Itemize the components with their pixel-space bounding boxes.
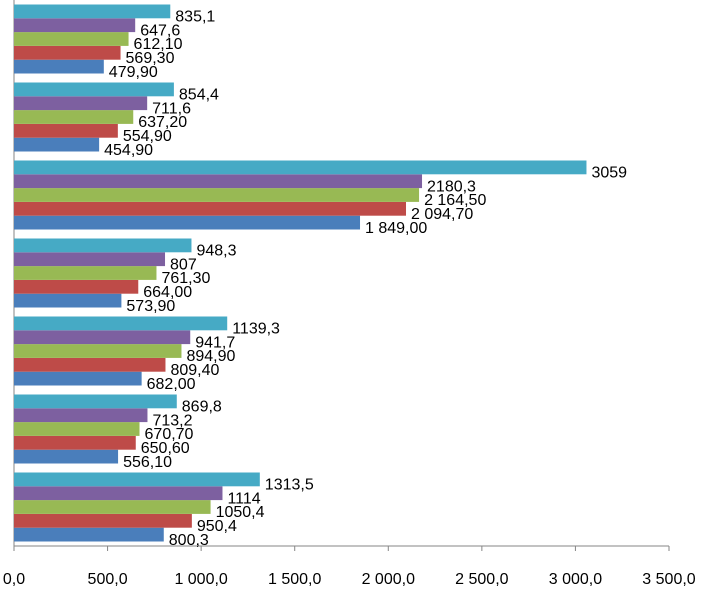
x-tick-label: 3 500,0 <box>642 571 695 588</box>
data-label: 650,60 <box>141 440 190 457</box>
bar <box>14 371 142 386</box>
bar <box>14 486 223 501</box>
data-label: 1139,3 <box>232 321 280 338</box>
bar <box>14 293 122 308</box>
bar <box>14 330 191 345</box>
data-label: 454,90 <box>104 142 153 159</box>
bar <box>14 4 171 19</box>
bar <box>14 472 260 487</box>
bar <box>14 238 192 253</box>
data-label: 835,1 <box>175 9 215 26</box>
data-label: 647,6 <box>140 22 180 39</box>
data-label: 761,30 <box>161 270 210 287</box>
bar <box>14 344 182 358</box>
data-label: 556,10 <box>123 454 172 471</box>
data-label: 554,90 <box>123 128 172 145</box>
x-tick-label: 3 000,0 <box>549 571 602 588</box>
data-label: 573,90 <box>126 298 175 315</box>
bar <box>14 279 139 294</box>
data-label: 854,4 <box>179 87 219 104</box>
bar <box>14 215 361 230</box>
bar <box>14 18 136 33</box>
data-label: 569,30 <box>126 50 175 67</box>
data-label: 894,90 <box>186 348 235 365</box>
bar <box>14 394 177 409</box>
bar <box>14 45 121 60</box>
data-label: 682,00 <box>147 376 196 393</box>
bar <box>14 201 407 216</box>
data-label: 670,70 <box>145 426 194 443</box>
bar <box>14 123 118 138</box>
data-label: 1050,4 <box>216 504 265 521</box>
data-label: 2 094,70 <box>411 206 473 223</box>
bar <box>14 110 134 124</box>
bar <box>14 357 166 372</box>
data-label: 711,6 <box>152 100 191 117</box>
data-label: 612,10 <box>134 36 183 53</box>
bar <box>14 174 423 189</box>
bar <box>14 160 587 175</box>
data-label: 637,20 <box>138 114 187 131</box>
data-label: 713,2 <box>152 412 192 429</box>
bar <box>14 435 136 450</box>
data-label: 948,3 <box>196 243 236 260</box>
bar <box>14 513 192 528</box>
x-tick-label: 0,0 <box>3 571 25 588</box>
bar <box>14 32 129 46</box>
data-label: 1 849,00 <box>365 220 427 237</box>
x-tick-label: 1 000,0 <box>174 571 227 588</box>
bar <box>14 252 166 267</box>
data-label: 1313,5 <box>265 477 314 494</box>
data-label: 3059 <box>591 165 627 182</box>
bar <box>14 59 104 74</box>
data-label: 807 <box>170 256 197 273</box>
bar <box>14 500 211 514</box>
bar <box>14 408 148 423</box>
data-label: 809,40 <box>170 362 219 379</box>
data-label: 800,3 <box>169 532 209 549</box>
data-label: 2 164,50 <box>424 192 486 209</box>
bar <box>14 137 100 152</box>
x-tick-label: 1 500,0 <box>268 571 321 588</box>
x-tick-label: 500,0 <box>88 571 128 588</box>
bar <box>14 316 228 331</box>
data-label: 479,90 <box>109 64 158 81</box>
data-label: 869,8 <box>182 399 222 416</box>
data-label: 664,00 <box>143 284 192 301</box>
data-label: 1114 <box>227 490 260 507</box>
bar <box>14 82 174 97</box>
data-label: 2180,3 <box>427 178 476 195</box>
bar <box>14 188 420 202</box>
bar <box>14 527 164 542</box>
bar <box>14 266 157 280</box>
x-tick-label: 2 500,0 <box>455 571 508 588</box>
bar <box>14 449 119 464</box>
bar <box>14 422 140 436</box>
bar <box>14 96 148 111</box>
x-tick-label: 2 000,0 <box>362 571 415 588</box>
data-label: 950,4 <box>197 518 237 535</box>
data-label: 941,7 <box>195 334 235 351</box>
